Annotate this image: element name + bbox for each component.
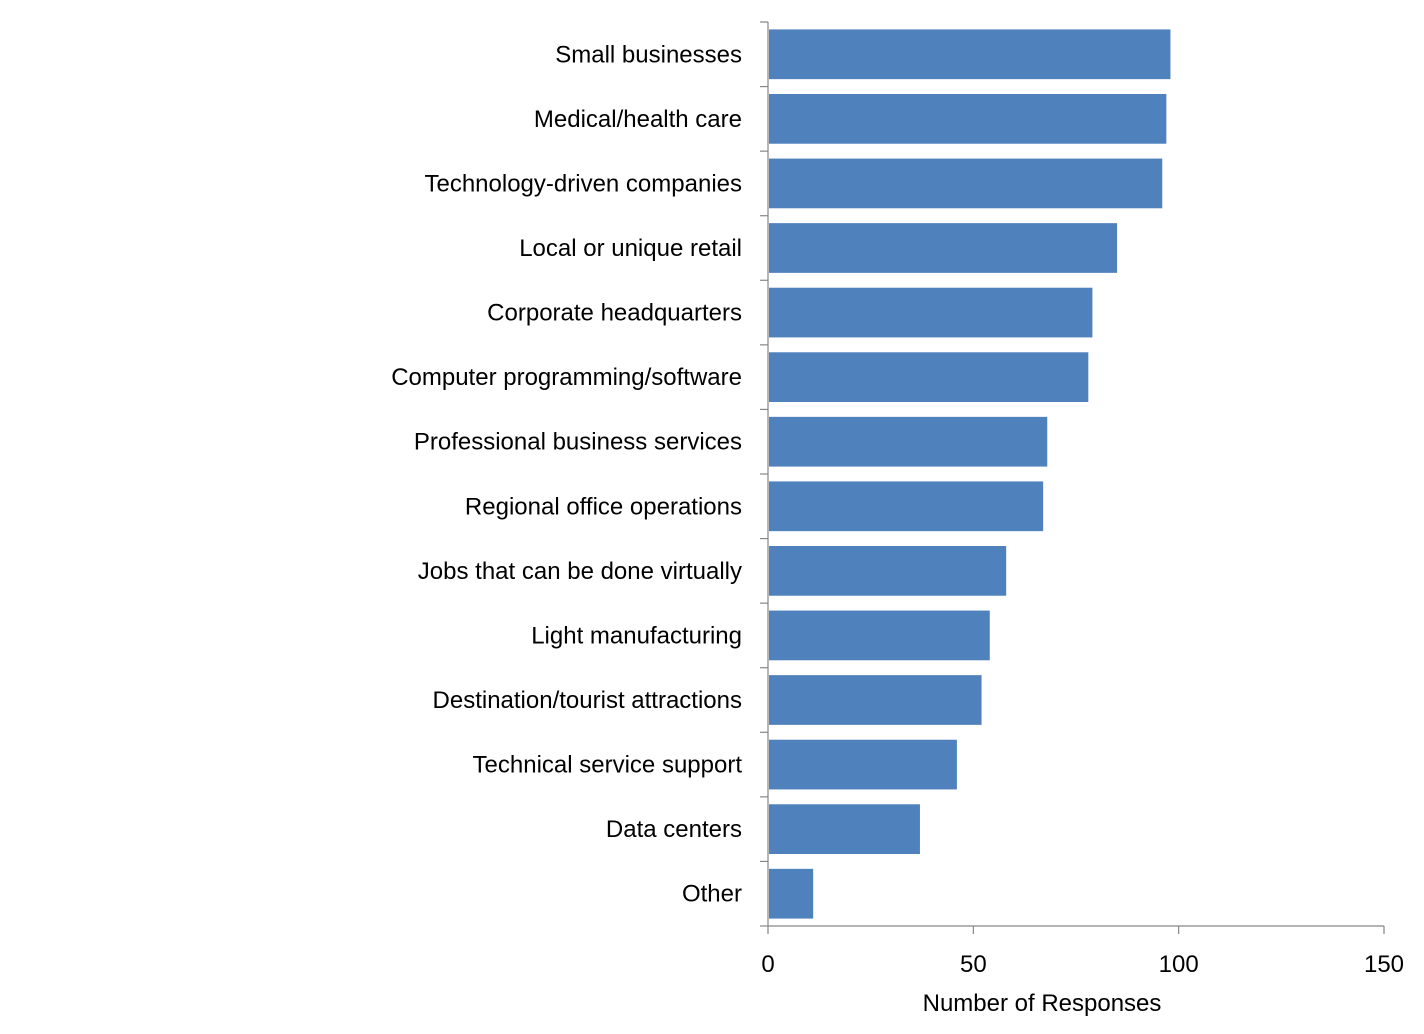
category-label: Local or unique retail [519,235,742,262]
category-label: Professional business services [414,429,742,456]
bar [769,29,1171,80]
bar [769,545,1007,596]
bar [769,868,814,919]
x-tick-label: 0 [761,951,774,978]
bar [769,93,1167,144]
bar [769,610,990,661]
x-tick-label: 50 [960,951,987,978]
category-label: Data centers [606,816,742,843]
x-tick-label: 150 [1364,951,1404,978]
category-label: Other [682,881,742,908]
category-label: Small businesses [555,41,742,68]
y-axis-ticks [760,21,768,927]
bar [769,481,1044,532]
category-label: Technical service support [473,752,743,779]
category-label: Jobs that can be done virtually [418,558,742,585]
category-label: Regional office operations [465,493,742,520]
category-labels: Small businesses Medical/health care Techn… [391,41,742,907]
bar [769,675,982,725]
bar [769,352,1089,403]
category-label: Technology-driven companies [424,170,742,197]
category-label: Light manufacturing [531,622,742,649]
x-tick-label: 100 [1159,951,1199,978]
bar [769,158,1163,209]
category-label: Medical/health care [534,106,742,133]
bar [769,739,957,790]
bar [769,804,920,855]
x-axis-ticks: 0 50 100 150 [761,926,1404,978]
category-label: Corporate headquarters [487,300,742,327]
bars-group [769,29,1171,919]
bar [769,287,1093,338]
category-label: Computer programming/software [391,364,742,391]
bar [769,416,1048,467]
bar [769,223,1118,273]
x-axis-title: Number of Responses [923,990,1162,1017]
category-label: Destination/tourist attractions [433,687,742,714]
